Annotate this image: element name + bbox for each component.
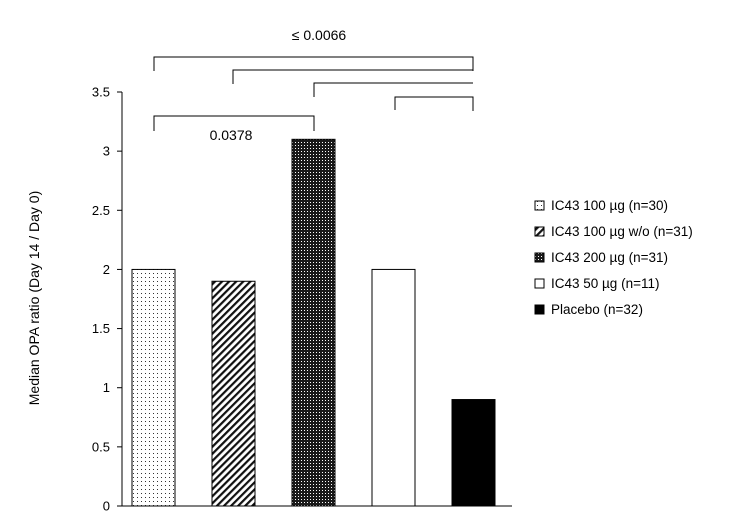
bars (131, 138, 496, 507)
y-tick-label: 0.5 (92, 439, 110, 454)
bracket-bar3-vs-placebo (313, 82, 473, 97)
significance-brackets (153, 56, 474, 131)
y-tick-label: 0 (103, 499, 110, 514)
legend-swatch (534, 200, 545, 211)
legend-label: IC43 200 µg (n=31) (551, 250, 668, 265)
bracket-bar1-vs-bar3 (153, 115, 315, 131)
legend-swatch (534, 278, 545, 289)
bar (291, 138, 336, 507)
legend-label: IC43 50 µg (n=11) (551, 276, 659, 291)
y-tick-label: 3 (103, 144, 110, 159)
y-tick-label: 1 (103, 380, 110, 395)
y-tick-label: 2 (103, 262, 110, 277)
bracket-bar4-vs-placebo (394, 96, 474, 111)
annotation-p-bar1-vs-bar3: 0.0378 (210, 127, 253, 143)
y-axis-label: Median OPA ratio (Day 14 / Day 0) (26, 191, 42, 406)
annotation-p-overall: ≤ 0.0066 (292, 27, 347, 43)
legend-label: IC43 100 µg w/o (n=31) (551, 224, 693, 239)
legend-swatch (534, 226, 545, 237)
y-tick-label: 2.5 (92, 203, 110, 218)
legend-label: Placebo (n=32) (551, 302, 643, 317)
legend-label: IC43 100 µg (n=30) (551, 198, 668, 213)
legend-swatch (534, 304, 545, 315)
y-tick-label: 1.5 (92, 321, 110, 336)
bar (451, 399, 496, 507)
y-tick-label: 3.5 (92, 85, 110, 100)
bar (371, 268, 416, 507)
bracket-bar2-vs-placebo (232, 69, 473, 84)
y-axis-ticks: 0 0.5 1 1.5 2 2.5 3 3.5 (92, 85, 122, 514)
bracket-bar1-vs-placebo (153, 56, 474, 71)
bar (131, 268, 176, 507)
legend: IC43 100 µg (n=30) IC43 100 µg w/o (n=31)… (534, 198, 693, 317)
legend-swatch (534, 252, 545, 263)
bar (211, 280, 256, 507)
